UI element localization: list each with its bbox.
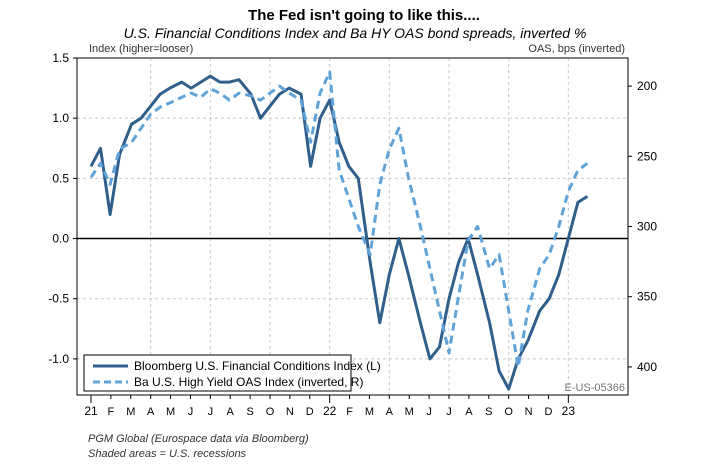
x-tick-label: O (266, 406, 275, 418)
x-tick-label: M (365, 406, 374, 418)
left-tick-label: 0.0 (52, 232, 69, 246)
x-tick-label: J (446, 406, 452, 418)
recession-note: Shaded areas = U.S. recessions (88, 448, 247, 460)
right-tick-label: 400 (637, 360, 657, 374)
right-tick-label: 350 (637, 290, 657, 304)
left-tick-label: 1.0 (52, 111, 69, 125)
left-tick-label: -0.5 (48, 292, 69, 306)
source-note: PGM Global (Eurospace data via Bloomberg… (88, 433, 309, 445)
x-tick-label: J (208, 406, 214, 418)
x-tick-label: A (386, 406, 394, 418)
left-axis-label: Index (higher=looser) (89, 43, 193, 55)
x-axis: 21 F M A M J J A S O N D 22 F M A M J J A S O N D 23 (84, 395, 575, 418)
x-tick-label: 22 (323, 404, 337, 418)
x-tick-label: 21 (84, 404, 98, 418)
right-axis: 200 250 300 350 400 (628, 79, 657, 374)
x-tick-label: A (465, 406, 473, 418)
x-tick-label: O (504, 406, 513, 418)
right-tick-label: 200 (637, 79, 657, 93)
x-tick-label: N (525, 406, 533, 418)
chart-subtitle: U.S. Financial Conditions Index and Ba H… (124, 25, 587, 41)
x-tick-label: F (346, 406, 353, 418)
left-axis: 1.5 1.0 0.5 0.0 -0.5 -1.0 (48, 51, 77, 366)
x-tick-label: M (126, 406, 135, 418)
series-fci-line (89, 74, 589, 391)
right-axis-label: OAS, bps (inverted) (528, 43, 625, 55)
x-tick-label: J (188, 406, 194, 418)
left-tick-label: 0.5 (52, 171, 69, 185)
x-tick-label: F (108, 406, 115, 418)
left-tick-label: 1.5 (52, 51, 69, 65)
x-tick-label: J (426, 406, 432, 418)
x-tick-label: D (544, 406, 552, 418)
legend-box (83, 354, 352, 392)
chart-code: E-US-05366 (564, 382, 625, 394)
right-tick-label: 250 (637, 149, 657, 163)
x-tick-label: 23 (562, 404, 576, 418)
x-tick-label: D (306, 406, 314, 418)
right-tick-label: 300 (637, 220, 657, 234)
x-tick-label: S (246, 406, 253, 418)
chart-title: The Fed isn't going to like this.... (248, 7, 480, 24)
legend-label-oas: Ba U.S. High Yield OAS Index (inverted, … (134, 375, 363, 389)
x-tick-label: M (166, 406, 175, 418)
legend: Bloomberg U.S. Financial Conditions Inde… (83, 354, 381, 392)
series-group (89, 70, 589, 391)
x-tick-label: A (147, 406, 155, 418)
left-tick-label: -1.0 (48, 352, 69, 366)
series-oas-line (89, 70, 589, 369)
x-tick-label: S (485, 406, 492, 418)
x-tick-label: N (286, 406, 294, 418)
x-tick-label: M (405, 406, 414, 418)
x-tick-label: A (227, 406, 235, 418)
legend-label-fci: Bloomberg U.S. Financial Conditions Inde… (134, 359, 381, 373)
